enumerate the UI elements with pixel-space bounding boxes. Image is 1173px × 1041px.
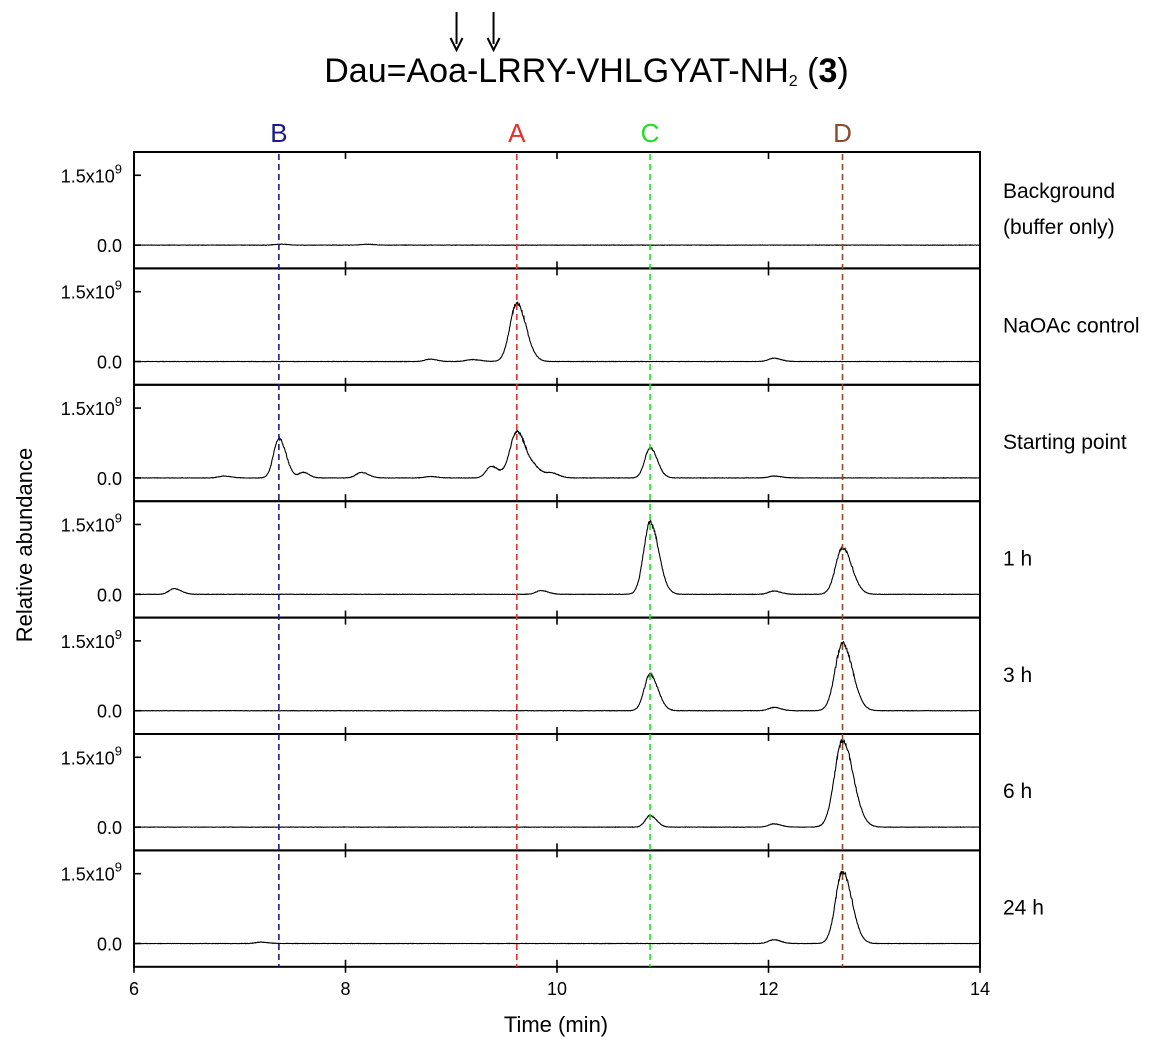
reference-lines [278,154,844,967]
panel-4: 0.0 1.5x109 1 h [61,500,1032,619]
reference-label-C: C [641,118,660,148]
panel-frame [133,151,981,270]
x-tick-label: 14 [970,979,990,999]
reference-label-B: B [270,118,287,148]
series-label: 24 h [1003,897,1044,920]
chart-title: Dau=Aoa-LRRY-VHLGYAT-NH2 (3) [0,52,1173,91]
title-main: Dau=Aoa-LRRY-VHLGYAT-NH [324,52,789,90]
series-line [133,243,981,247]
panel-frame [133,383,981,503]
y-tick-label: 0.0 [97,702,122,722]
y-tick-exponent: 9 [115,510,122,525]
y-tick-exponent: 9 [115,743,122,758]
series-label: 1 h [1003,547,1032,570]
y-tick-exponent: 9 [115,860,122,875]
y-tick-label: 0.0 [97,236,122,256]
y-tick-label: 1.5x109 [61,627,122,652]
panel-frame [133,267,981,386]
series-label: (buffer only) [1003,216,1115,239]
series-line [133,301,981,363]
series-line [133,640,981,712]
y-tick-exponent: 9 [115,161,122,176]
x-tick-label: 10 [547,979,567,999]
series-label: 3 h [1003,664,1032,687]
panel-frame [133,500,981,619]
y-tick-exponent: 9 [115,278,122,293]
panel-1: 0.0 1.5x109 Background (buffer only) [61,151,1115,270]
reference-label-A: A [508,118,526,148]
series-label: NaOAc control [1003,315,1140,338]
series-line [133,870,981,945]
y-tick-label: 1.5x109 [61,510,122,535]
y-tick-exponent: 9 [115,627,122,642]
y-tick-label: 1.5x109 [61,278,122,303]
panel-frame [133,733,981,852]
title-close-paren: ) [837,52,849,90]
series-label: Starting point [1003,431,1127,454]
series-label: 6 h [1003,780,1032,803]
y-axis-label: Relative abundance [12,448,37,642]
title-subscript: 2 [788,73,798,90]
y-tick-label: 0.0 [97,353,122,373]
y-tick-label: 0.0 [97,818,122,838]
y-tick-label: 0.0 [97,469,122,489]
x-tick-label: 8 [340,979,350,999]
y-tick-label: 1.5x109 [61,860,122,885]
y-tick-exponent: 9 [115,394,122,409]
panel-3: 0.0 1.5x109 Starting point [61,383,1127,503]
y-tick-label: 1.5x109 [61,743,122,768]
panel-6: 0.0 1.5x109 6 h [61,733,1032,852]
title-compound-number: 3 [818,52,838,90]
x-tick-label: 6 [129,979,139,999]
y-tick-label: 1.5x109 [61,394,122,419]
x-tick-label: 12 [758,979,778,999]
x-axis-label: Time (min) [504,1012,608,1037]
y-tick-label: 0.0 [97,935,122,955]
panel-5: 0.0 1.5x109 3 h [61,616,1032,735]
chart-panels: 0.0 1.5x109 Background (buffer only) 0.0 1.5x… [61,151,1140,968]
title-open-paren: ( [797,52,819,90]
series-line [133,429,980,479]
cleavage-arrowhead-2 [486,37,501,53]
y-tick-label: 0.0 [97,585,122,605]
panel-7: 0.0 1.5x109 24 h [61,849,1044,968]
series-label: Background [1003,180,1115,203]
series-line [134,518,981,596]
panel-2: 0.0 1.5x109 NaOAc control [61,267,1140,386]
reference-label-D: D [833,118,852,148]
x-axis: 6 8 10 12 14 [129,966,990,999]
y-tick-label: 1.5x109 [61,161,122,186]
cleavage-arrowhead-1 [449,37,464,53]
series-line [133,739,981,829]
cleavage-arrows [449,12,501,53]
